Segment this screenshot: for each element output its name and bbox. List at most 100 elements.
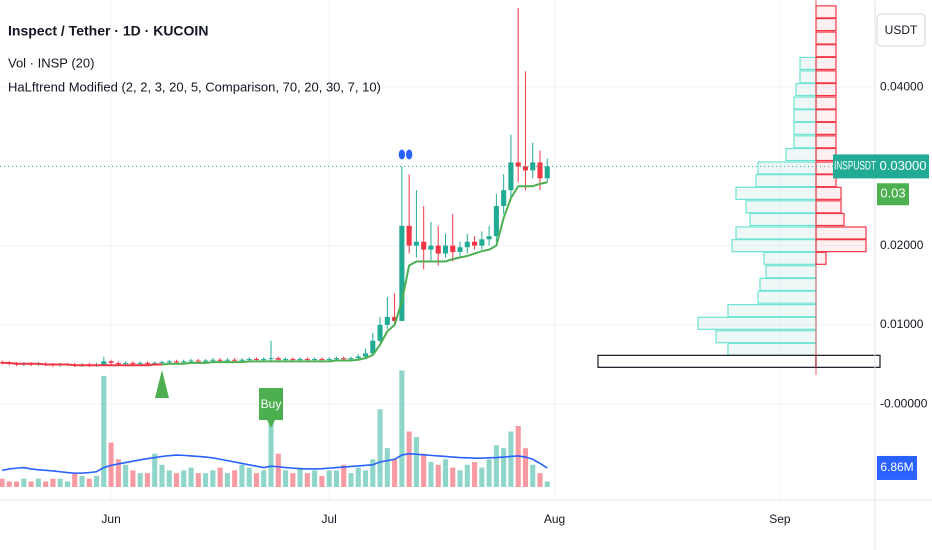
candle-body: [108, 361, 114, 363]
candle-body: [450, 245, 456, 252]
y-tick-label: 0.02000: [880, 238, 924, 252]
volume-bar: [362, 470, 369, 487]
candle-body: [275, 358, 281, 360]
volume-bar: [28, 481, 34, 487]
volume-bar: [508, 431, 514, 487]
halftrend-price-label: 0.03: [880, 186, 905, 201]
profile-sell: [815, 96, 837, 110]
volume-bar: [239, 464, 245, 487]
profile-buy: [757, 161, 817, 175]
volume-bar: [341, 464, 347, 487]
buy-label-box: [259, 388, 284, 428]
profile-sell: [815, 5, 837, 19]
volume-bar: [450, 467, 456, 487]
volume-ma-box: [877, 455, 917, 480]
volume-bar: [377, 409, 383, 487]
volume-bar: [195, 473, 201, 487]
volume-bar: [0, 478, 5, 487]
volume-bar: [246, 467, 252, 487]
axes: 0.04000 0.02000 0.01000 -0.00000 Jun Jul Aug Se…: [101, 79, 929, 526]
volume-bar: [224, 473, 230, 487]
candle-body: [384, 316, 390, 325]
volume-bar: [421, 453, 427, 487]
volume-bar: [297, 467, 303, 487]
candle-body: [319, 358, 325, 360]
profile-sell: [815, 239, 867, 253]
profile-buy: [793, 109, 817, 123]
candle-body: [479, 239, 485, 246]
candle-body: [261, 358, 267, 360]
candle-body: [290, 358, 296, 360]
volume-bar: [392, 459, 398, 487]
profile-buy: [735, 226, 817, 240]
volume-bar: [537, 473, 543, 487]
volume-profile: [597, 0, 881, 375]
candle-body: [413, 241, 419, 246]
candle-body: [421, 241, 427, 250]
candle-body: [544, 166, 550, 179]
volume-ma-line: [1, 452, 548, 474]
y-tick-label: 0.01000: [880, 317, 924, 331]
candle-body: [137, 362, 143, 364]
volume-bar: [188, 467, 194, 487]
candle-body: [501, 190, 507, 207]
candle-body: [224, 359, 230, 361]
overlays: Buy: [0, 149, 875, 428]
candle-body: [123, 362, 129, 364]
y-tick-label: 0.04000: [880, 79, 924, 93]
volume-bar: [210, 470, 216, 487]
volume-bar: [355, 467, 361, 487]
volume-bar: [435, 464, 441, 487]
buy-arrow: [154, 370, 169, 398]
volume-title: Vol · INSP (20): [8, 55, 94, 70]
profile-buy: [715, 330, 817, 344]
profile-sell: [815, 70, 837, 84]
volume-bar: [399, 370, 405, 487]
candle-body: [442, 245, 449, 254]
profile-buy: [731, 239, 817, 253]
profile-sell: [815, 17, 837, 32]
currency[interactable]: USDT: [885, 23, 918, 37]
profile-sell: [815, 56, 837, 70]
indicator-title: HaLftrend Modified (2, 2, 3, 20, 5, Comp…: [8, 79, 381, 94]
candle-body: [130, 362, 136, 364]
candle-body: [144, 362, 150, 364]
volume-bar: [14, 481, 20, 487]
candle-body: [472, 241, 478, 246]
volume-bar: [217, 467, 223, 487]
volume-bar: [486, 459, 492, 487]
volume-bar: [152, 453, 158, 487]
signal-dot: [398, 149, 406, 160]
x-tick-label: Sep: [769, 512, 791, 526]
profile-sell: [815, 186, 842, 200]
candle-body: [341, 358, 347, 360]
volume-bar: [115, 459, 121, 487]
volume-pane: [0, 370, 550, 487]
volume-bar: [501, 448, 507, 487]
candle-body: [486, 236, 492, 240]
profile-buy: [795, 82, 817, 97]
volume-bar: [261, 470, 267, 487]
currency-box[interactable]: [876, 13, 926, 47]
candle-body: [115, 362, 121, 364]
volume-bar: [442, 459, 449, 487]
profile-sell: [815, 82, 837, 97]
profile-sell: [815, 251, 827, 265]
profile-buy: [799, 56, 817, 70]
candle-body: [312, 358, 318, 360]
halftrend-line: [2, 361, 162, 367]
last-price-label: 0.03000: [880, 158, 927, 173]
profile-sell: [815, 226, 867, 240]
candle-body: [210, 359, 216, 361]
halftrend-price-box: [877, 183, 909, 206]
candle-body: [297, 358, 303, 360]
volume-bar: [101, 376, 107, 487]
volume-bar: [326, 470, 332, 487]
volume-bar: [253, 473, 260, 487]
candle-body: [428, 245, 434, 250]
candle-body: [239, 359, 245, 361]
candle-body: [159, 362, 165, 364]
profile-buy: [793, 121, 817, 135]
candle-body: [246, 358, 252, 360]
